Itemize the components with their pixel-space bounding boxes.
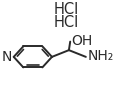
Text: HCl: HCl	[54, 2, 79, 17]
Text: OH: OH	[71, 34, 92, 48]
Text: NH₂: NH₂	[87, 49, 114, 63]
Text: N: N	[1, 50, 12, 64]
Text: HCl: HCl	[54, 15, 79, 30]
